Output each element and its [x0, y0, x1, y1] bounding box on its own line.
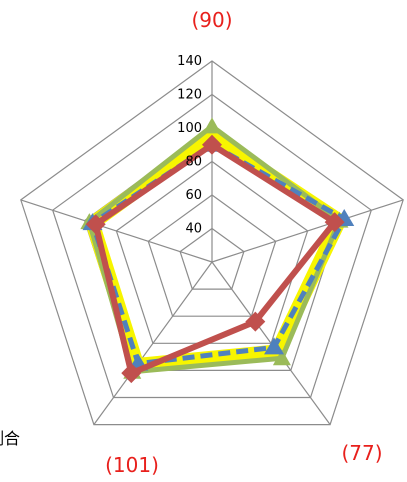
axis-callout: (90): [191, 8, 232, 32]
tick-label: 80: [185, 155, 202, 170]
tick-label: 120: [177, 88, 202, 103]
tick-label: 40: [185, 222, 202, 237]
axis-callout: (77): [341, 441, 382, 465]
radar-grid: [21, 61, 403, 425]
radar-axis-callouts: (90) (77) (101): [105, 8, 382, 477]
partial-axis-label: 割合: [0, 429, 20, 448]
tick-label: 140: [177, 54, 202, 69]
tick-label: 100: [177, 121, 202, 136]
series-green-marker: [203, 117, 221, 133]
tick-label: 60: [185, 188, 202, 203]
axis-callout: (101): [105, 453, 159, 477]
